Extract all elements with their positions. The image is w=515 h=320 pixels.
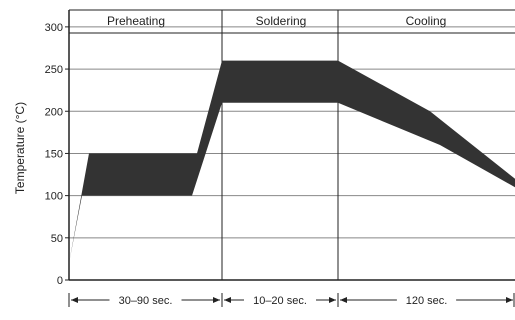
duration-arrows: 30–90 sec. 10–20 sec. 120 sec. xyxy=(68,293,515,307)
y-tick-label-0: 0 xyxy=(57,275,63,287)
phase-label-0: Preheating xyxy=(107,14,165,28)
phase-dividers xyxy=(221,10,339,280)
y-tick-label-200: 200 xyxy=(45,106,63,118)
duration-label-2: 120 sec. xyxy=(406,295,448,307)
duration-arrow-right-2 xyxy=(506,297,513,303)
y-tick-label-150: 150 xyxy=(45,148,63,160)
duration-arrow-left-1 xyxy=(224,297,231,303)
y-tick-label-300: 300 xyxy=(45,22,63,34)
temperature-band xyxy=(69,60,515,264)
duration-arrow-left-2 xyxy=(340,297,347,303)
y-tick-labels: 0 50 100 150 200 250 300 xyxy=(45,22,69,287)
duration-arrow-right-0 xyxy=(213,297,220,303)
phase-labels: Preheating Soldering Cooling xyxy=(107,14,446,28)
duration-label-0: 30–90 sec. xyxy=(119,295,173,307)
duration-arrow-left-0 xyxy=(71,297,78,303)
y-tick-label-250: 250 xyxy=(45,64,63,76)
phase-label-2: Cooling xyxy=(406,14,447,28)
phase-label-1: Soldering xyxy=(256,14,307,28)
duration-label-1: 10–20 sec. xyxy=(253,295,307,307)
duration-arrow-right-1 xyxy=(329,297,336,303)
y-tick-label-50: 50 xyxy=(51,233,63,245)
y-tick-label-100: 100 xyxy=(45,191,63,203)
y-axis-label: Temperature (°C) xyxy=(13,102,27,194)
